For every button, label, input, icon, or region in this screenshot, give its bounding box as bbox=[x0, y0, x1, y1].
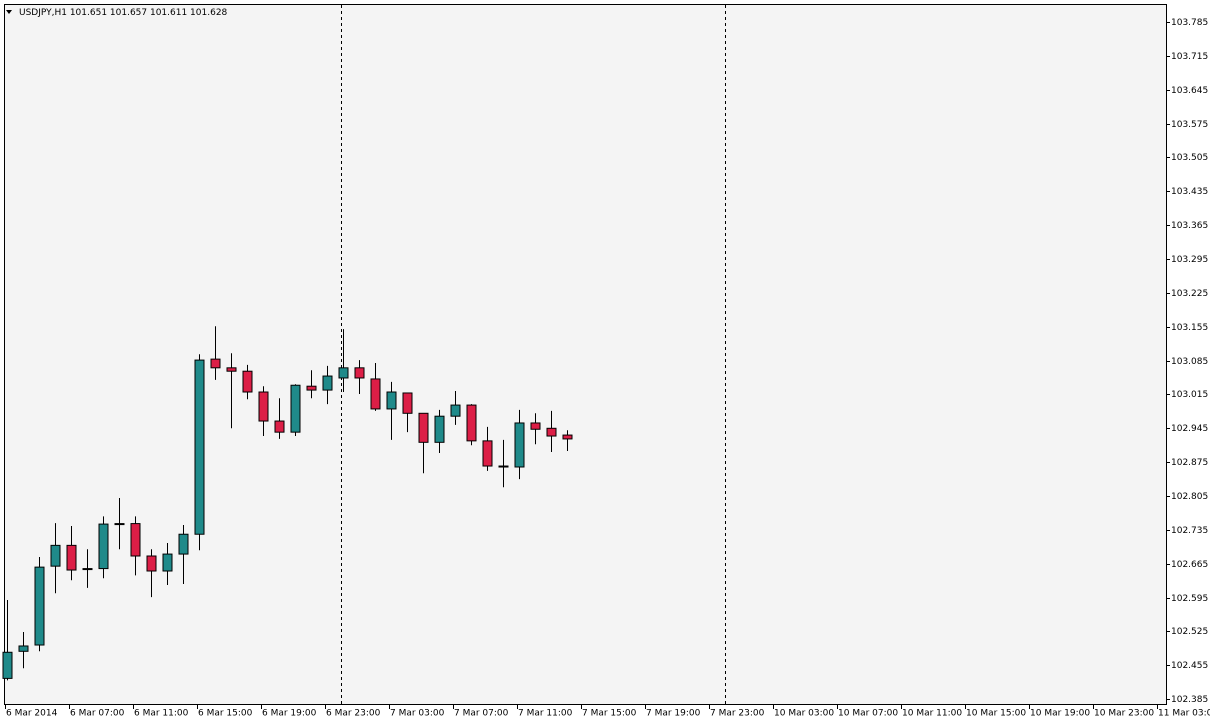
candle-body bbox=[514, 422, 525, 468]
candle-body bbox=[2, 651, 13, 679]
y-tick-label: 102.805 bbox=[1171, 492, 1208, 502]
candle-body bbox=[18, 645, 29, 652]
candle-body bbox=[178, 533, 189, 555]
candle-body bbox=[418, 412, 429, 443]
y-tick-label: 102.945 bbox=[1171, 424, 1208, 434]
candle-body bbox=[98, 523, 109, 570]
candle-body bbox=[130, 523, 141, 557]
candle-body bbox=[306, 385, 317, 391]
x-tick-label: 6 Mar 19:00 bbox=[262, 709, 317, 719]
x-tick-label: 6 Mar 07:00 bbox=[70, 709, 125, 719]
x-tick-label: 10 Mar 23:00 bbox=[1094, 709, 1154, 719]
y-tick-label: 103.505 bbox=[1171, 153, 1208, 163]
y-tick-label: 103.015 bbox=[1171, 390, 1208, 400]
chart-title: USDJPY,H1 101.651 101.657 101.611 101.62… bbox=[19, 8, 228, 18]
y-tick-label: 102.525 bbox=[1171, 627, 1208, 637]
y-tick-label: 102.595 bbox=[1171, 594, 1208, 604]
y-tick-label: 102.665 bbox=[1171, 560, 1208, 570]
candle-body bbox=[434, 415, 445, 443]
candle-body bbox=[210, 358, 221, 369]
candle-body bbox=[242, 370, 253, 393]
y-tick-label: 103.085 bbox=[1171, 357, 1208, 367]
candle-body bbox=[82, 568, 93, 571]
x-tick-label: 7 Mar 19:00 bbox=[646, 709, 701, 719]
x-tick-label: 6 Mar 11:00 bbox=[134, 709, 189, 719]
candle-body bbox=[370, 378, 381, 410]
x-tick-label: 7 Mar 23:00 bbox=[710, 709, 765, 719]
candle-body bbox=[386, 391, 397, 410]
candle-body bbox=[338, 367, 349, 379]
y-tick-label: 103.575 bbox=[1171, 120, 1208, 130]
y-tick-label: 103.155 bbox=[1171, 323, 1208, 333]
candle-body bbox=[194, 359, 205, 535]
x-tick-label: 10 Mar 03:00 bbox=[774, 709, 834, 719]
x-tick-label: 10 Mar 15:00 bbox=[966, 709, 1026, 719]
x-tick-label: 6 Mar 2014 bbox=[6, 709, 58, 719]
x-tick-label: 10 Mar 19:00 bbox=[1030, 709, 1090, 719]
candle-body bbox=[290, 384, 301, 433]
candle-body bbox=[114, 523, 125, 526]
x-tick-label: 7 Mar 07:00 bbox=[454, 709, 509, 719]
candle-body bbox=[498, 465, 509, 468]
plot-area bbox=[4, 4, 1167, 705]
candle-body bbox=[354, 367, 365, 379]
y-tick-label: 102.385 bbox=[1171, 695, 1208, 705]
y-tick-label: 103.365 bbox=[1171, 221, 1208, 231]
candle-body bbox=[530, 422, 541, 430]
candle-body bbox=[546, 427, 557, 437]
candle-body bbox=[66, 544, 77, 571]
y-tick-label: 103.295 bbox=[1171, 255, 1208, 265]
candle-body bbox=[34, 566, 45, 646]
candles bbox=[2, 326, 573, 681]
candle-body bbox=[226, 367, 237, 372]
candle-body bbox=[562, 434, 573, 440]
x-tick-label: 6 Mar 15:00 bbox=[198, 709, 253, 719]
x-tick-label: 10 Mar 11:00 bbox=[902, 709, 962, 719]
y-tick-label: 103.435 bbox=[1171, 187, 1208, 197]
x-tick-label: 6 Mar 23:00 bbox=[326, 709, 381, 719]
y-tick-label: 103.225 bbox=[1171, 289, 1208, 299]
candle-body bbox=[466, 404, 477, 442]
x-tick-label: 7 Mar 03:00 bbox=[390, 709, 445, 719]
candle-body bbox=[258, 391, 269, 422]
candle-body bbox=[274, 420, 285, 433]
candle-body bbox=[450, 404, 461, 417]
candle-body bbox=[482, 440, 493, 467]
x-tick-label: 11 Mar 03:00 bbox=[1158, 709, 1210, 719]
candle-body bbox=[146, 555, 157, 572]
y-tick-label: 102.455 bbox=[1171, 661, 1208, 671]
y-tick-label: 103.645 bbox=[1171, 86, 1208, 96]
x-tick-label: 10 Mar 07:00 bbox=[838, 709, 898, 719]
y-tick-label: 102.735 bbox=[1171, 526, 1208, 536]
x-tick-label: 7 Mar 15:00 bbox=[582, 709, 637, 719]
y-tick-label: 103.715 bbox=[1171, 52, 1208, 62]
y-tick-label: 102.875 bbox=[1171, 458, 1208, 468]
x-tick-label: 7 Mar 11:00 bbox=[518, 709, 573, 719]
title-arrow bbox=[6, 10, 12, 14]
y-tick-label: 103.785 bbox=[1171, 18, 1208, 28]
candle-body bbox=[50, 544, 61, 567]
candle-body bbox=[162, 553, 173, 572]
candle-body bbox=[322, 375, 333, 391]
candle-body bbox=[402, 392, 413, 414]
